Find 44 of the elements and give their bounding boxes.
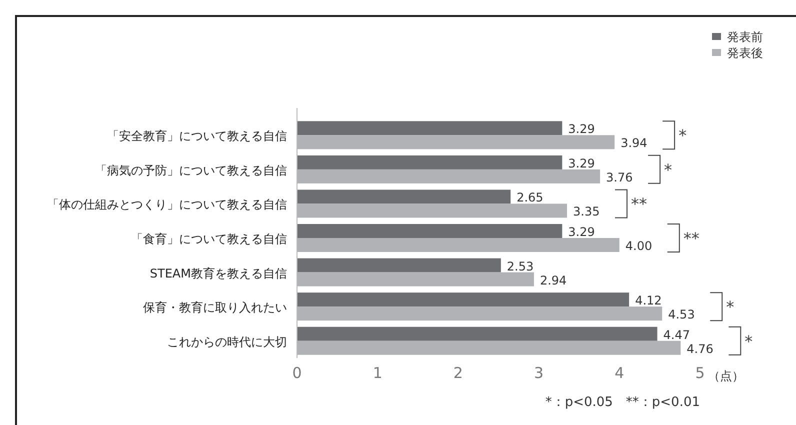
- y-tick-label: 保育・教育に取り入れたい: [143, 300, 287, 315]
- text: *：p<0.05 **：p<0.01: [545, 395, 700, 410]
- x-tick-label: 4: [614, 364, 624, 382]
- text: *: [726, 298, 734, 317]
- x-axis-title: （点）: [708, 369, 744, 383]
- text: 2.65: [516, 190, 544, 205]
- legend-label: 発表前: [727, 30, 763, 44]
- text: 3.76: [606, 170, 633, 184]
- bar: [297, 224, 562, 238]
- text: 3.29: [568, 225, 595, 239]
- bar: [297, 292, 630, 307]
- y-tick-label: 「体の仕組みとつくり」について教える自信: [47, 198, 287, 212]
- y-tick-label: 「安全教育」について教える自信: [107, 129, 287, 144]
- x-tick-label: 1: [372, 364, 382, 382]
- legend-label: 発表後: [727, 46, 763, 60]
- x-tick-label: 3: [534, 364, 544, 382]
- text: 2.94: [540, 273, 567, 288]
- text: 3.29: [568, 122, 595, 136]
- bar: [297, 190, 511, 204]
- text: 3.29: [568, 156, 595, 170]
- annotation: **: [631, 194, 648, 214]
- annotation: *: [678, 126, 687, 146]
- text: 4.76: [686, 342, 714, 356]
- bar: [297, 258, 501, 272]
- text: 4.47: [663, 328, 690, 342]
- bar: [297, 121, 562, 136]
- text: 2.53: [506, 259, 534, 274]
- text: *: [744, 332, 753, 351]
- text: 4.00: [625, 239, 652, 253]
- y-tick-label: これからの時代に大切: [167, 334, 287, 349]
- y-tick-label: 「病気の予防」について教える自信: [95, 163, 287, 178]
- text: 3.35: [573, 204, 600, 219]
- x-tick-label: 5: [695, 364, 705, 382]
- x-tick-label: 0: [292, 364, 302, 382]
- bar: [297, 326, 658, 341]
- text: 4.53: [668, 308, 695, 322]
- text: 4.12: [635, 294, 662, 308]
- annotation: *: [664, 160, 672, 180]
- y-tick-label: 「食育」について教える自信: [131, 232, 287, 246]
- annotation: **: [683, 229, 700, 248]
- text: 3.94: [620, 136, 648, 150]
- x-tick-label: 2: [453, 364, 463, 382]
- bar: [297, 155, 562, 170]
- y-tick-label: STEAM教育を教える自信: [150, 266, 287, 280]
